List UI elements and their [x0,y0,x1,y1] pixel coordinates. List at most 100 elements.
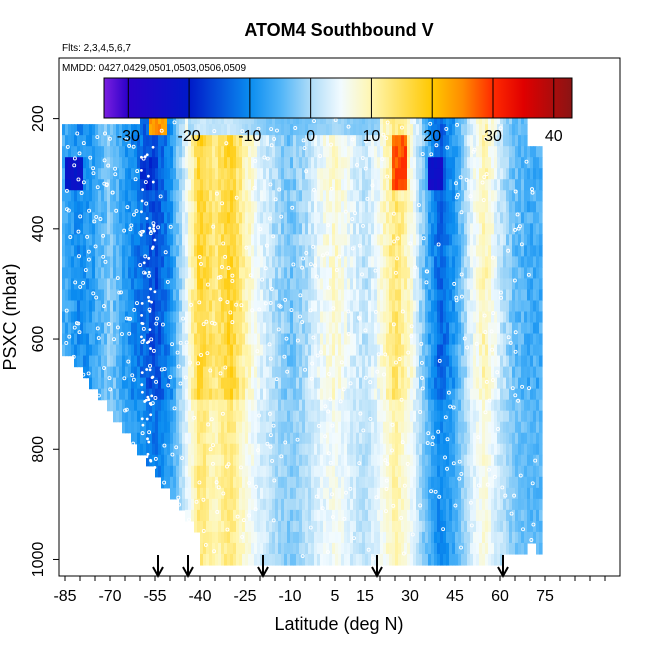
heatmap-cell [401,190,405,202]
heatmap-cell [167,333,171,346]
heatmap-cell [197,355,201,368]
heatmap-cell [437,355,441,368]
heatmap-cell [458,113,462,125]
heatmap-cell [74,333,78,346]
heatmap-cell [89,223,93,235]
heatmap-cell [209,223,213,235]
heatmap-cell [170,289,174,302]
heatmap-cell [431,520,435,533]
heatmap-cell [269,377,273,390]
heatmap-cell [419,333,423,346]
heatmap-cell [458,300,462,313]
heatmap-cell [344,443,348,456]
heatmap-cell [128,135,132,147]
heatmap-cell [317,278,321,291]
heatmap-cell [449,201,453,213]
heatmap-cell [218,157,222,169]
heatmap-cell [224,531,228,544]
heatmap-cell [437,124,441,136]
heatmap-cell [260,146,264,158]
heatmap-cell [296,498,300,511]
heatmap-cell [449,344,453,357]
heatmap-cell [164,355,168,368]
heatmap-cell [377,476,381,489]
heatmap-cell [188,113,192,125]
heatmap-cell [446,245,450,257]
heatmap-cell [452,509,456,522]
heatmap-cell [200,388,204,401]
heatmap-cell [65,300,69,313]
heatmap-cell [416,531,420,544]
heatmap-cell [452,267,456,280]
heatmap-cell [182,465,186,478]
heatmap-cell [401,498,405,511]
heatmap-cell [428,168,432,180]
heatmap-cell [302,234,306,246]
heatmap-cell [152,421,156,434]
heatmap-cell [326,542,330,555]
heatmap-cell [350,520,354,533]
heatmap-cell [368,278,372,291]
heatmap-cell [329,355,333,368]
heatmap-cell [425,157,429,169]
heatmap-cell [407,124,411,136]
heatmap-cell [419,531,423,544]
heatmap-cell [308,311,312,324]
heatmap-cell [380,432,384,445]
heatmap-cell [224,223,228,235]
heatmap-cell [395,113,399,125]
heatmap-cell [275,443,279,456]
heatmap-cell [293,520,297,533]
heatmap-cell [230,388,234,401]
heatmap-cell [251,509,255,522]
heatmap-cell [368,168,372,180]
heatmap-cell [188,245,192,257]
heatmap-cell [260,465,264,478]
heatmap-cell [221,531,225,544]
heatmap-cell [191,135,195,147]
heatmap-cell [437,311,441,324]
heatmap-cell [152,168,156,180]
heatmap-cell [248,179,252,191]
heatmap-cell [389,234,393,246]
heatmap-cell [104,245,108,257]
heatmap-cell [245,157,249,169]
heatmap-cell [161,410,165,423]
heatmap-cell [269,542,273,555]
heatmap-cell [296,146,300,158]
heatmap-cell [68,267,72,280]
heatmap-cell [383,487,387,500]
heatmap-cell [176,300,180,313]
heatmap-cell [362,278,366,291]
heatmap-cell [401,168,405,180]
heatmap-cell [293,179,297,191]
heatmap-cell [158,311,162,324]
heatmap-cell [200,465,204,478]
heatmap-cell [137,300,141,313]
heatmap-cell [293,542,297,555]
heatmap-cell [149,443,153,456]
heatmap-cell [203,399,207,412]
heatmap-cell [401,234,405,246]
heatmap-cell [215,366,219,379]
heatmap-cell [413,388,417,401]
heatmap-cell [446,146,450,158]
heatmap-cell [293,465,297,478]
heatmap-cell [89,344,93,357]
heatmap-cell [299,201,303,213]
heatmap-cell [89,179,93,191]
heatmap-cell [62,344,66,357]
heatmap-cell [257,421,261,434]
heatmap-cell [251,113,255,125]
heatmap-cell [263,355,267,368]
heatmap-cell [281,146,285,158]
heatmap-cell [287,168,291,180]
heatmap-cell [407,322,411,335]
heatmap-cell [158,289,162,302]
heatmap-cell [326,179,330,191]
heatmap-cell [149,432,153,445]
heatmap-cell [239,355,243,368]
heatmap-cell [224,179,228,191]
heatmap-cell [101,344,105,357]
heatmap-cell [107,157,111,169]
